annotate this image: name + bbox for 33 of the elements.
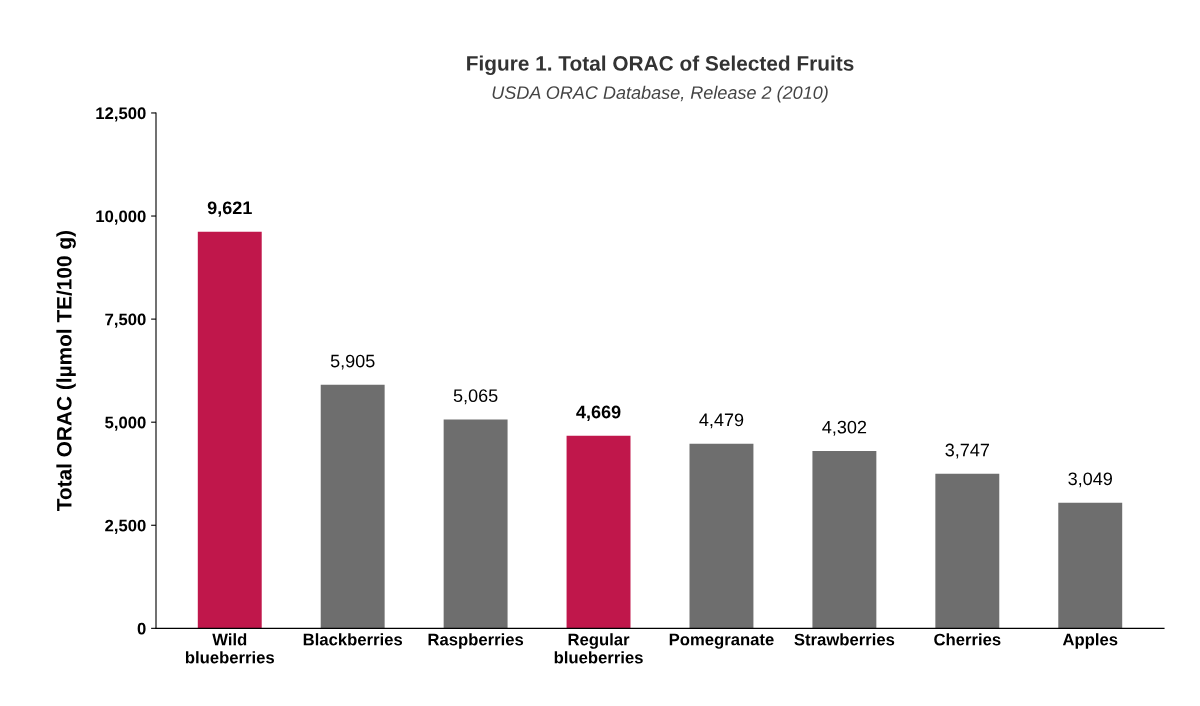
y-tick-label: 0 [137, 622, 146, 635]
y-tick-label: 7,500 [105, 313, 146, 328]
y-axis-title: Total ORAC (lµmol TE/100 g) [56, 231, 76, 512]
x-tick-label: Raspberries [428, 633, 524, 649]
x-tick-label: Pomegranate [669, 633, 774, 649]
data-label: 4,302 [822, 420, 867, 436]
data-label: 4,669 [576, 405, 621, 421]
data-label: 4,479 [699, 413, 744, 429]
y-tick-label: 5,000 [105, 416, 146, 431]
chart-title: Figure 1. Total ORAC of Selected Fruits [467, 55, 854, 76]
x-tick-label: Strawberries [794, 633, 895, 646]
data-label: 5,065 [453, 389, 498, 405]
bar [443, 419, 508, 629]
bar [1058, 502, 1123, 629]
x-tick-label: Blackberries [303, 633, 403, 646]
x-tick-label: Regular blueberries [554, 633, 643, 664]
data-label: 5,905 [330, 354, 375, 370]
x-tick-label: Apples [1062, 633, 1118, 649]
y-tick-label: 12,500 [96, 107, 146, 122]
bar [197, 231, 262, 629]
y-tick-label: 2,500 [105, 519, 146, 534]
bar [689, 443, 754, 629]
bar [935, 473, 1000, 629]
bar [812, 450, 877, 629]
data-label: 3,747 [945, 443, 989, 459]
x-tick-label: Cherries [934, 633, 1001, 646]
bar [566, 435, 631, 629]
data-label: 3,049 [1068, 472, 1112, 488]
x-tick-label: Wild blueberries [185, 633, 274, 664]
chart-subtitle: USDA ORAC Database, Release 2 (2010) [492, 85, 828, 103]
bar [320, 384, 385, 629]
y-tick-label: 10,000 [96, 210, 146, 225]
data-label: 9,621 [207, 201, 252, 217]
